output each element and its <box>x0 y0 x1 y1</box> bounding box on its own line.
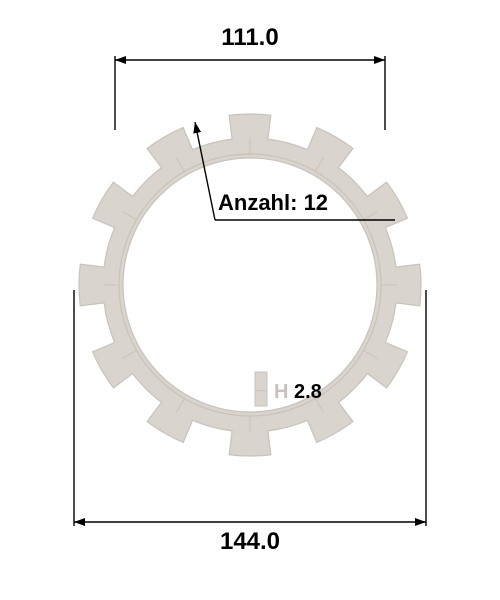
diagram-canvas <box>0 0 500 600</box>
dim-thickness-value: 2.8 <box>294 381 322 403</box>
dim-thickness-prefix: H <box>274 381 294 403</box>
dim-top-value: 111.0 <box>0 24 500 52</box>
thickness-marker <box>255 372 267 406</box>
dim-count: Anzahl: 12 <box>218 190 328 216</box>
dim-thickness: H 2.8 <box>274 381 322 404</box>
dim-count-value: 12 <box>304 190 328 215</box>
dim-bottom-value: 144.0 <box>0 528 500 556</box>
dim-count-prefix: Anzahl: <box>218 190 304 215</box>
